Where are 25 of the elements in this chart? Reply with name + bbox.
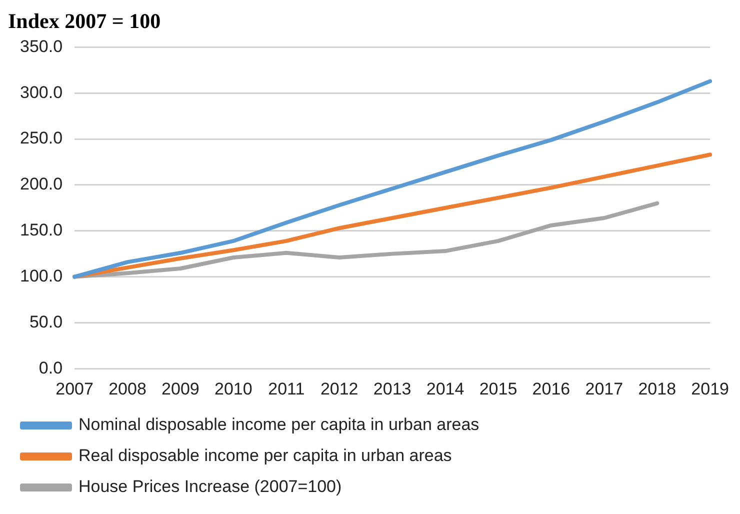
x-tick-label: 2016: [532, 379, 570, 398]
x-tick-label: 2008: [108, 379, 146, 398]
chart-title: Index 2007 = 100: [8, 9, 161, 34]
x-tick-label: 2017: [585, 379, 624, 398]
y-tick-label: 350.0: [20, 36, 63, 56]
y-tick-label: 50.0: [29, 312, 63, 332]
y-tick-label: 300.0: [20, 82, 63, 102]
y-tick-label: 200.0: [20, 174, 63, 194]
x-tick-label: 2015: [479, 379, 518, 398]
y-tick-label: 150.0: [20, 220, 63, 240]
x-tick-label: 2011: [268, 379, 305, 398]
x-tick-label: 2009: [162, 379, 200, 398]
x-tick-label: 2013: [373, 379, 412, 398]
y-tick-label: 0.0: [38, 358, 63, 378]
y-tick-label: 100.0: [20, 266, 63, 286]
y-tick-label: 250.0: [20, 128, 63, 148]
x-tick-label: 2019: [691, 379, 730, 398]
legend-label: House Prices Increase (2007=100): [78, 477, 342, 496]
x-tick-label: 2012: [320, 379, 358, 398]
x-tick-label: 2018: [638, 379, 676, 398]
x-tick-label: 2007: [56, 379, 94, 398]
x-tick-label: 2010: [214, 379, 252, 398]
legend-label: Nominal disposable income per capita in urban areas: [78, 415, 480, 434]
x-tick-label: 2014: [426, 379, 464, 398]
legend-label: Real disposable income per capita in urban areas: [78, 446, 452, 466]
